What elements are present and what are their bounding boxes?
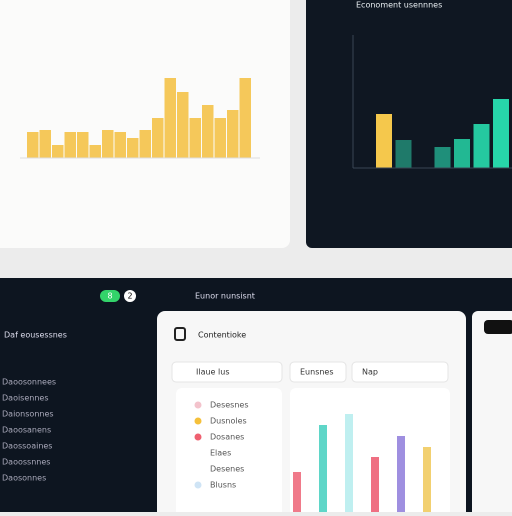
- dark-card: [306, 0, 512, 248]
- chip[interactable]: [171, 361, 283, 383]
- list-item: Dosanes: [210, 433, 244, 442]
- bar: [127, 138, 139, 158]
- sidebar-item: Daoosanens: [2, 426, 51, 435]
- sidebar-item: Daossoaines: [2, 442, 52, 451]
- bar: [493, 99, 509, 168]
- bar: [214, 118, 226, 158]
- dark-card-title: Economent usennnes: [356, 1, 442, 10]
- sidebar-item: Daoosonnees: [2, 378, 56, 387]
- bar: [319, 425, 327, 512]
- card-icon: [174, 327, 186, 341]
- bar: [423, 447, 431, 512]
- bar: [293, 472, 301, 512]
- list-dot: [194, 449, 202, 457]
- sidebar-title: Daf eousessnes: [4, 331, 67, 340]
- sidebar-item: Daoisennes: [2, 394, 49, 403]
- badge: [100, 290, 120, 302]
- bar: [202, 105, 214, 158]
- sidebar-item: Daoossnnes: [2, 458, 50, 467]
- bar: [64, 132, 76, 158]
- bar: [177, 92, 189, 158]
- list-dot: [194, 433, 202, 441]
- bar: [227, 110, 239, 158]
- count-text: 2: [127, 292, 132, 301]
- bar: [371, 457, 379, 512]
- bar: [114, 132, 126, 158]
- chip-label: Eunsnes: [300, 368, 334, 377]
- list-panel: [176, 388, 282, 516]
- list-dot: [194, 465, 202, 473]
- bar: [164, 78, 176, 158]
- list-dot: [194, 417, 202, 425]
- chip[interactable]: [351, 361, 449, 383]
- bar: [89, 145, 101, 158]
- list-dot: [194, 481, 202, 489]
- bar: [39, 130, 51, 158]
- side-card: [472, 311, 512, 516]
- bar: [454, 139, 470, 168]
- bar: [434, 147, 451, 168]
- list-dot: [194, 401, 202, 409]
- chart-panel: [290, 388, 450, 516]
- side-toggle[interactable]: [484, 320, 512, 334]
- chip[interactable]: [289, 361, 347, 383]
- bar: [397, 436, 405, 512]
- bar: [473, 124, 490, 168]
- bar: [77, 132, 89, 158]
- badge-text: 8: [107, 292, 112, 301]
- bar: [345, 414, 353, 512]
- bar: [27, 132, 39, 158]
- list-item: Desenes: [210, 465, 244, 474]
- sidebar-item: Daosonnes: [2, 474, 46, 483]
- bar: [189, 118, 201, 158]
- bar: [139, 130, 151, 158]
- list-item: Blusns: [210, 481, 236, 490]
- bar: [395, 140, 412, 168]
- light-card: [0, 0, 290, 248]
- count: [124, 290, 136, 302]
- list-item: Desesnes: [210, 401, 249, 410]
- bar: [102, 130, 114, 158]
- sidebar-item: Daionsonnes: [2, 410, 54, 419]
- bar: [152, 118, 164, 158]
- chip-label: Nap: [362, 368, 378, 377]
- card-title: Contentioke: [198, 331, 246, 340]
- header-title: Eunor nunsisnt: [195, 292, 255, 301]
- list-item: Elaes: [210, 449, 231, 458]
- list-item: Dusnoles: [210, 417, 247, 426]
- bar: [376, 114, 392, 168]
- chip-label: Ilaue lus: [196, 368, 229, 377]
- bar: [239, 78, 251, 158]
- bar: [52, 145, 64, 158]
